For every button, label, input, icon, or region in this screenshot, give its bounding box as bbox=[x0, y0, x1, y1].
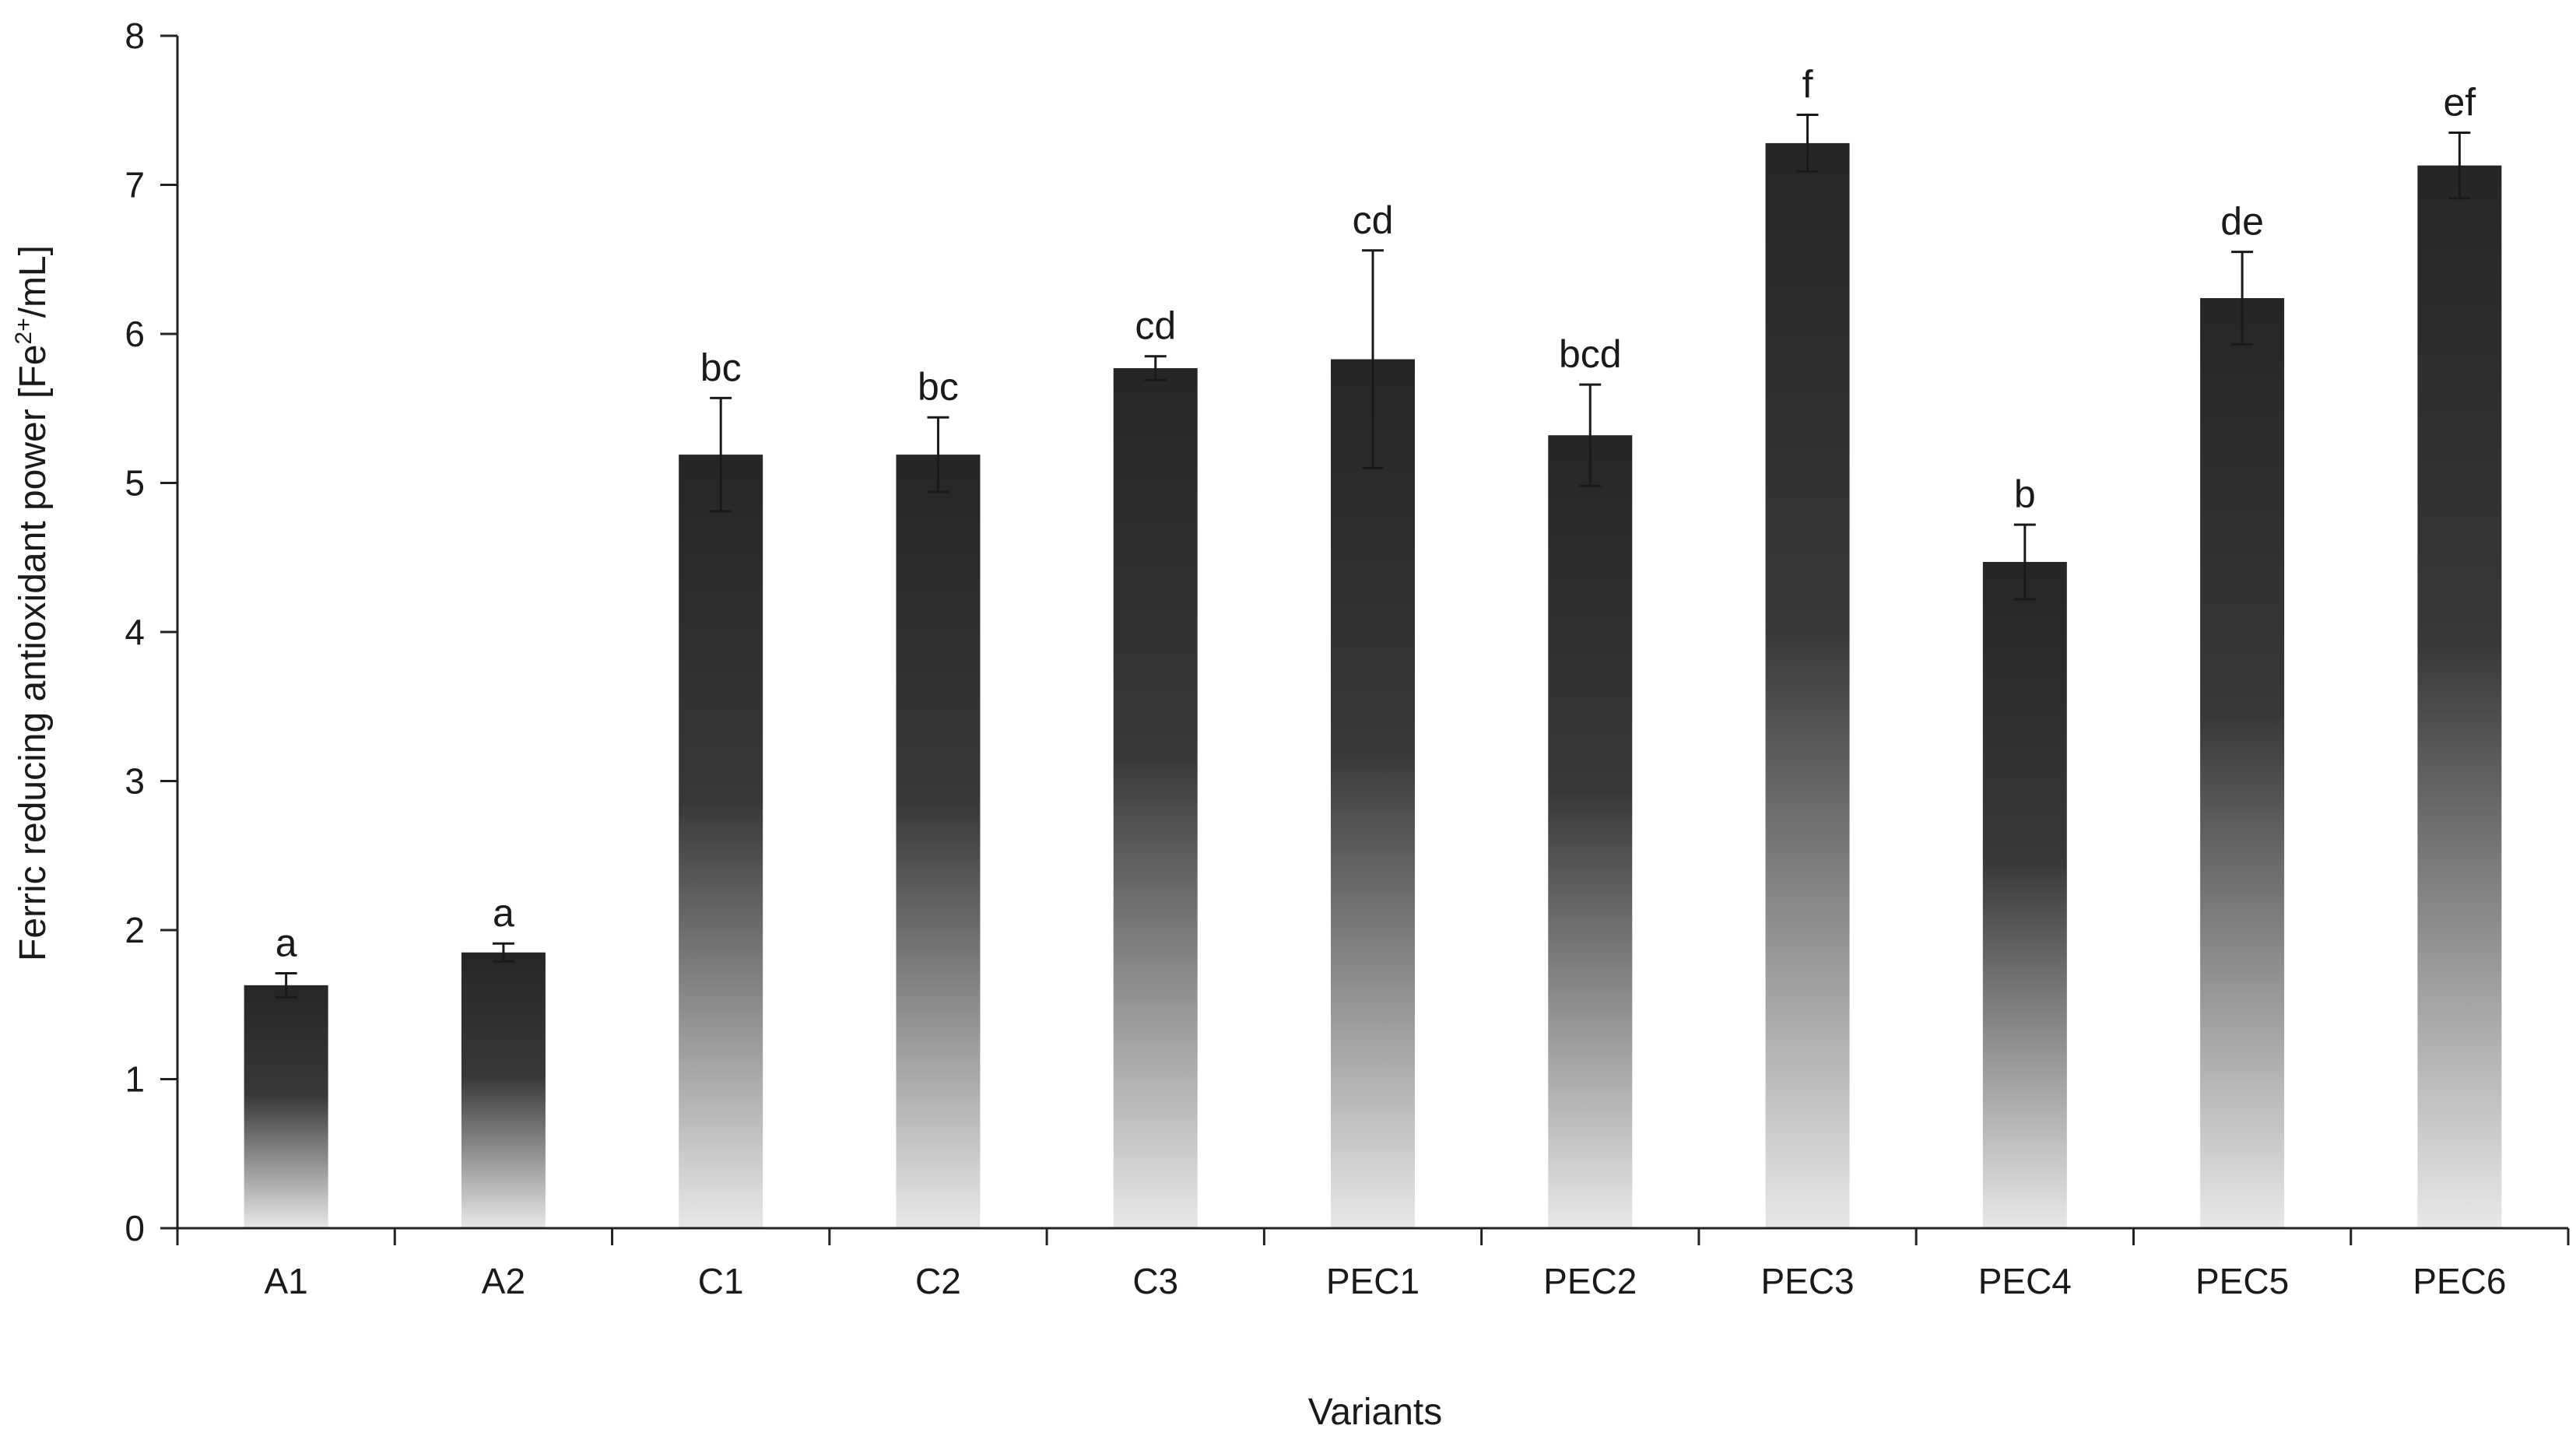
significance-label-a1: a bbox=[275, 922, 297, 965]
x-tick-label-a2: A2 bbox=[482, 1261, 525, 1301]
y-tick-label: 0 bbox=[125, 1208, 145, 1248]
significance-labels: a a bc bc cd cd bcd f b de ef bbox=[275, 62, 2476, 964]
y-tick-label: 5 bbox=[125, 463, 145, 504]
significance-label-pec3: f bbox=[1802, 62, 1813, 106]
y-tick-label: 7 bbox=[125, 165, 145, 205]
y-tick-label: 3 bbox=[125, 761, 145, 802]
bar-c2 bbox=[896, 455, 981, 1228]
bar-pec5 bbox=[2200, 298, 2285, 1228]
x-tick-label-pec6: PEC6 bbox=[2413, 1261, 2506, 1301]
x-tick-label-c3: C3 bbox=[1132, 1261, 1178, 1301]
bar-pec1 bbox=[1331, 359, 1415, 1229]
y-axis-title: Ferric reducing antioxidant power [Fe2+/… bbox=[11, 245, 54, 961]
significance-label-c1: bc bbox=[700, 346, 742, 389]
error-bars bbox=[275, 113, 2471, 999]
x-tick-label-pec3: PEC3 bbox=[1760, 1261, 1854, 1301]
bar-pec3 bbox=[1765, 142, 1850, 1228]
y-tick-label: 4 bbox=[125, 612, 145, 652]
y-axis-title-superscript: 2+ bbox=[11, 318, 37, 344]
bar-c3 bbox=[1113, 368, 1198, 1228]
y-tick-label: 1 bbox=[125, 1059, 145, 1100]
y-axis-title-suffix: /mL] bbox=[12, 245, 54, 318]
bar-a1 bbox=[244, 985, 328, 1228]
y-axis-title-main: Ferric reducing antioxidant power [Fe bbox=[12, 345, 54, 961]
significance-label-pec6: ef bbox=[2444, 80, 2476, 124]
x-tick-label-pec4: PEC4 bbox=[1978, 1261, 2072, 1301]
x-axis-ticks bbox=[176, 1228, 2570, 1245]
x-axis-title: Variants bbox=[1308, 1392, 1443, 1433]
x-tick-label-pec1: PEC1 bbox=[1326, 1261, 1420, 1301]
y-tick-label: 6 bbox=[125, 314, 145, 354]
y-tick-label: 8 bbox=[125, 16, 145, 56]
bar-a2 bbox=[461, 952, 546, 1228]
bar-pec6 bbox=[2417, 165, 2502, 1229]
x-axis-labels: A1 A2 C1 C2 C3 PEC1 PEC2 PEC3 PEC4 PEC5 PEC6 bbox=[265, 1261, 2507, 1301]
x-tick-label-c1: C1 bbox=[698, 1261, 744, 1301]
bar-c1 bbox=[679, 455, 763, 1228]
bar-pec2 bbox=[1548, 435, 1633, 1228]
significance-label-pec5: de bbox=[2220, 200, 2264, 244]
bars bbox=[244, 142, 2502, 1229]
x-tick-label-pec5: PEC5 bbox=[2195, 1261, 2289, 1301]
significance-label-c3: cd bbox=[1135, 304, 1176, 348]
bar-pec4 bbox=[1982, 561, 2067, 1228]
significance-label-c2: bc bbox=[918, 365, 959, 409]
significance-label-a2: a bbox=[493, 891, 514, 935]
x-tick-label-c2: C2 bbox=[915, 1261, 961, 1301]
y-axis-ticks: 0 1 2 3 4 5 6 7 8 bbox=[125, 16, 177, 1248]
significance-label-pec1: cd bbox=[1353, 198, 1394, 242]
y-tick-label: 2 bbox=[125, 910, 145, 950]
x-tick-label-a1: A1 bbox=[265, 1261, 308, 1301]
significance-label-pec2: bcd bbox=[1559, 332, 1622, 376]
significance-label-pec4: b bbox=[2014, 472, 2036, 516]
x-tick-label-pec2: PEC2 bbox=[1543, 1261, 1637, 1301]
